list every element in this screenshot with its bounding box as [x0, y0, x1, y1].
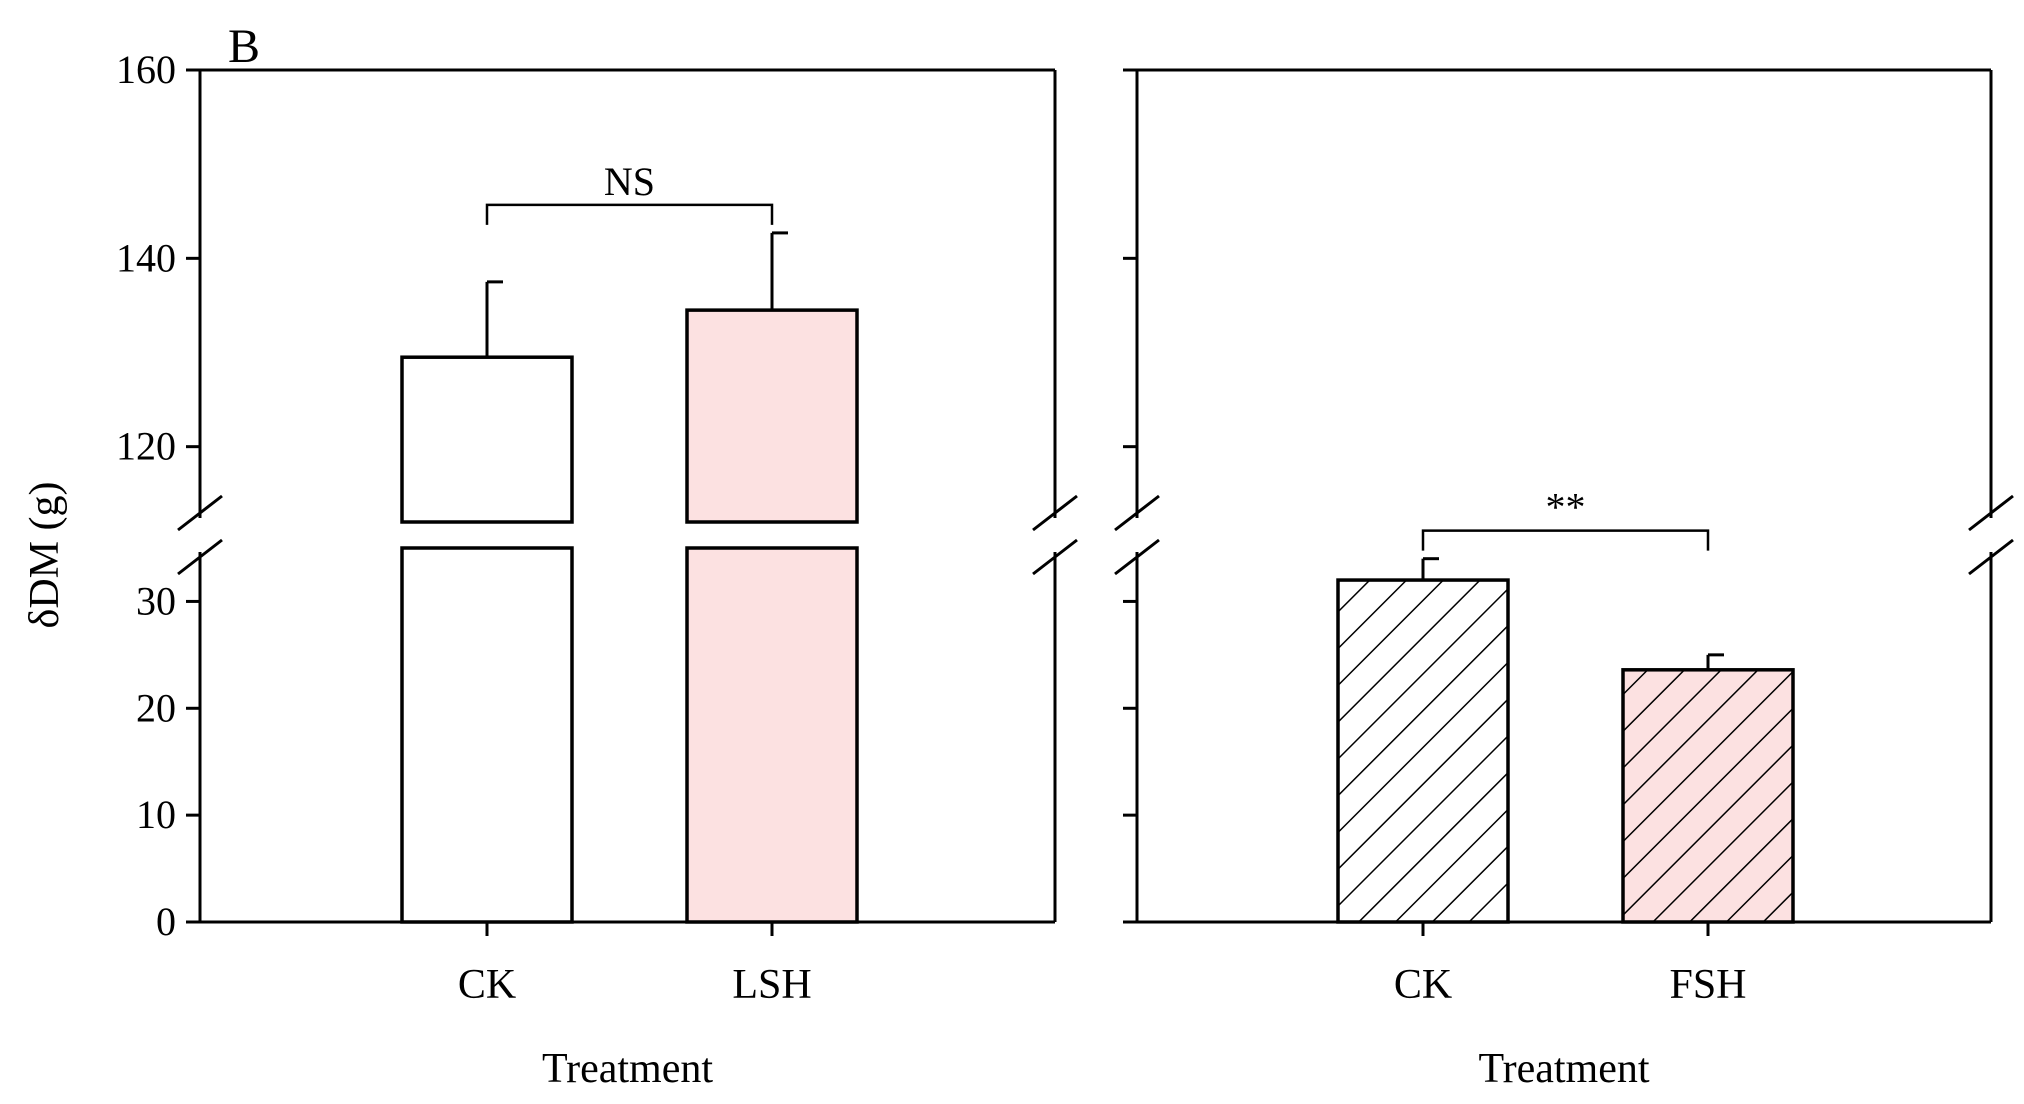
x-tick-label-ck: CK	[458, 962, 516, 1008]
x-tick-label-lsh: LSH	[732, 962, 811, 1008]
axis-break-mark	[1968, 538, 2014, 576]
axis-break-mark	[177, 494, 223, 532]
right-panel: CK FSH ** Treatment	[1114, 68, 2014, 1092]
bar-lsh-lower	[685, 546, 859, 924]
significance-bracket	[1421, 529, 1710, 551]
bar-ck-upper	[400, 355, 574, 524]
y-tick-label: 20	[136, 685, 176, 730]
y-tick-label: 0	[156, 899, 176, 944]
x-axis-title: Treatment	[1478, 1046, 1649, 1092]
significance-label: NS	[604, 159, 655, 204]
axis-break-mark	[1114, 538, 1160, 576]
x-tick-label-ck: CK	[1394, 962, 1452, 1008]
x-axis-title: Treatment	[542, 1046, 713, 1092]
significance-label: **	[1546, 485, 1586, 530]
axis-break-mark	[1032, 538, 1078, 576]
axis-break-mark	[1032, 494, 1078, 532]
left-panel: 0 10 20 30 120 140 160 CK LSH NS Treatment	[116, 47, 1078, 1092]
y-axis-title: δDM (g)	[22, 482, 68, 629]
x-tick-label-fsh: FSH	[1669, 962, 1746, 1008]
significance-bracket	[485, 203, 774, 225]
axis-break-mark	[177, 538, 223, 576]
bar-lsh-upper	[685, 308, 859, 524]
y-tick-label: 120	[116, 424, 176, 469]
bar-ck-lower	[400, 546, 574, 924]
y-tick-label: 140	[116, 235, 176, 280]
y-tick-label: 30	[136, 578, 176, 623]
axis-break-mark	[1114, 494, 1160, 532]
y-tick-label: 10	[136, 792, 176, 837]
bar-ck	[1336, 578, 1510, 924]
panel-letter: B	[228, 20, 260, 73]
axis-break-mark	[1968, 494, 2014, 532]
bar-fsh	[1621, 668, 1795, 924]
y-tick-label: 160	[116, 47, 176, 92]
